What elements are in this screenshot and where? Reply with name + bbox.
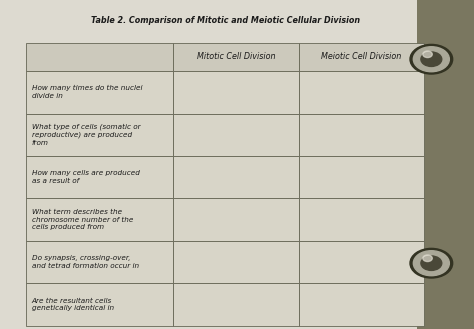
Bar [26, 156, 173, 198]
Text: What type of cells (somatic or
reproductive) are produced
from: What type of cells (somatic or reproduct… [32, 123, 140, 146]
Bar [173, 198, 299, 241]
Bar [299, 283, 424, 326]
Text: How many times do the nuclei
divide in: How many times do the nuclei divide in [32, 85, 142, 99]
Bar [299, 114, 424, 156]
Bar [417, 0, 474, 329]
Bar [173, 156, 299, 198]
Circle shape [410, 248, 453, 278]
Circle shape [423, 51, 432, 58]
Circle shape [421, 52, 442, 66]
Text: What term describes the
chromosome number of the
cells produced from: What term describes the chromosome numbe… [32, 209, 133, 230]
Circle shape [413, 47, 449, 72]
Bar [299, 156, 424, 198]
Circle shape [423, 255, 432, 262]
Bar [26, 71, 173, 114]
Text: Meiotic Cell Division: Meiotic Cell Division [321, 52, 401, 62]
Bar [173, 283, 299, 326]
Bar [173, 71, 299, 114]
Bar [299, 241, 424, 283]
Bar [26, 283, 173, 326]
Bar [299, 43, 424, 71]
Circle shape [421, 256, 442, 270]
Circle shape [413, 251, 449, 276]
Bar [26, 43, 173, 71]
Bar [26, 241, 173, 283]
Text: Are the resultant cells
genetically identical in: Are the resultant cells genetically iden… [32, 297, 114, 312]
Bar [173, 241, 299, 283]
Text: Do synapsis, crossing-over,
and tetrad formation occur in: Do synapsis, crossing-over, and tetrad f… [32, 255, 139, 269]
Text: Mitotic Cell Division: Mitotic Cell Division [197, 52, 275, 62]
Bar [299, 198, 424, 241]
Bar [26, 198, 173, 241]
Bar [26, 114, 173, 156]
Circle shape [410, 44, 453, 74]
Bar [173, 114, 299, 156]
Bar [173, 43, 299, 71]
Text: Table 2. Comparison of Mitotic and Meiotic Cellular Division: Table 2. Comparison of Mitotic and Meiot… [91, 16, 360, 25]
Text: How many cells are produced
as a result of: How many cells are produced as a result … [32, 170, 140, 184]
Bar [299, 71, 424, 114]
